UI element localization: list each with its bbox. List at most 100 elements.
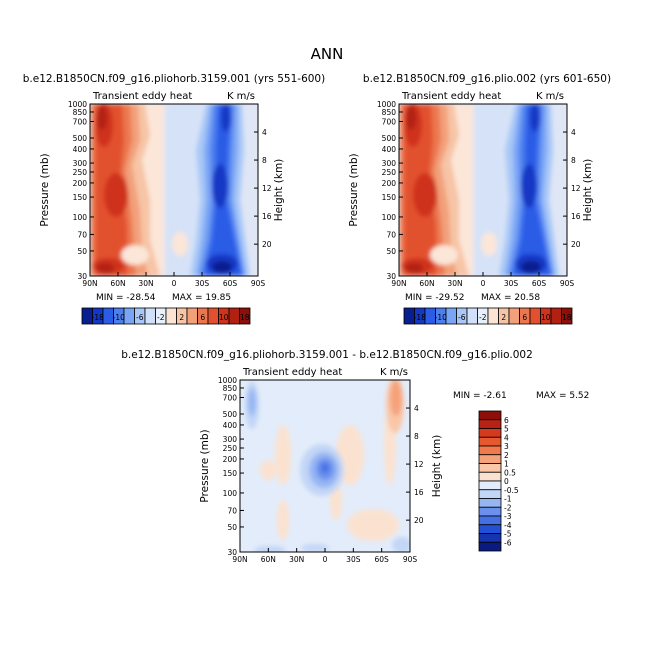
panel-3-y2-label: Height (km) — [431, 435, 443, 498]
pressure-tick-label: 200 — [382, 179, 397, 188]
lat-tick-label: 30N — [289, 555, 304, 564]
lat-tick-label: 90S — [560, 279, 575, 288]
pressure-tick-label: 850 — [223, 384, 238, 393]
colorbar-box — [239, 307, 251, 325]
colorbar-box — [144, 307, 156, 325]
lat-tick-label: 30S — [346, 555, 361, 564]
height-tick-label: 8 — [571, 156, 576, 165]
pressure-tick-label: 30 — [386, 272, 396, 281]
pressure-tick-label: 150 — [382, 193, 397, 202]
colorbar-box — [478, 445, 502, 456]
colorbar-label: -6 — [504, 538, 512, 547]
colorbar-label: -1 — [504, 495, 512, 504]
lat-tick-label: 0 — [172, 279, 177, 288]
panel-2-height-axis: 20 16 12 8 4 — [563, 128, 581, 249]
panel-1: b.e12.B1850CN.f09_g16.pliohorb.3159.001 … — [23, 73, 325, 325]
colorbar-label: -18 — [414, 313, 426, 322]
colorbar-box — [550, 307, 562, 325]
pressure-tick-label: 400 — [223, 421, 238, 430]
colorbar-box — [478, 454, 502, 464]
height-tick-label: 12 — [414, 460, 424, 469]
pressure-tick-label: 400 — [382, 145, 397, 154]
panel-1-min-label: MIN = -28.54 — [96, 293, 156, 303]
pressure-tick-label: 150 — [73, 193, 88, 202]
panel-2-colorbar: -18 -10 -6 -2 2 6 10 18 — [403, 307, 573, 325]
colorbar-label: 10 — [541, 313, 551, 322]
colorbar-label: 5 — [504, 425, 509, 434]
pressure-tick-label: 300 — [382, 159, 397, 168]
colorbar-box — [207, 307, 219, 325]
colorbar-box — [478, 471, 502, 482]
pressure-tick-label: 100 — [382, 213, 397, 222]
colorbar-label: 6 — [522, 313, 527, 322]
colorbar-label: -18 — [92, 313, 104, 322]
height-tick-label: 8 — [262, 156, 267, 165]
panel-3-title: b.e12.B1850CN.f09_g16.pliohorb.3159.001 … — [121, 349, 533, 361]
lat-tick-label: 0 — [323, 555, 328, 564]
colorbar-label: 6 — [504, 416, 509, 425]
pressure-tick-label: 200 — [73, 179, 88, 188]
pressure-tick-label: 250 — [382, 168, 397, 177]
panel-3-right-label: K m/s — [380, 367, 408, 378]
panel-2-title: b.e12.B1850CN.f09_g16.plio.002 (yrs 601-… — [363, 73, 611, 85]
pressure-tick-label: 200 — [223, 455, 238, 464]
colorbar-box — [478, 533, 502, 543]
lat-tick-label: 90N — [82, 279, 97, 288]
pressure-tick-label: 30 — [77, 272, 87, 281]
height-tick-label: 16 — [571, 212, 581, 221]
pressure-tick-label: 30 — [227, 548, 237, 557]
lat-tick-label: 60N — [419, 279, 434, 288]
colorbar-label: -2 — [479, 313, 487, 322]
panel-2-max-label: MAX = 20.58 — [481, 293, 540, 303]
pressure-tick-label: 500 — [223, 410, 238, 419]
panel-2-y-label: Pressure (mb) — [348, 153, 360, 226]
panel-2: b.e12.B1850CN.f09_g16.plio.002 (yrs 601-… — [348, 73, 611, 325]
pressure-tick-label: 700 — [382, 117, 397, 126]
colorbar-label: -2 — [504, 503, 512, 512]
panel-2-min-label: MIN = -29.52 — [405, 293, 464, 303]
lat-tick-label: 90S — [403, 555, 418, 564]
colorbar-box — [186, 307, 198, 325]
colorbar-box — [529, 307, 541, 325]
colorbar-box — [478, 506, 502, 517]
height-tick-label: 12 — [262, 184, 272, 193]
lat-tick-label: 0 — [481, 279, 486, 288]
panel-2-right-label: K m/s — [536, 91, 564, 102]
panel-3-contour-field — [240, 380, 410, 552]
colorbar-label: 1 — [504, 460, 509, 469]
lat-tick-label: 30S — [195, 279, 210, 288]
height-tick-label: 4 — [262, 128, 267, 137]
colorbar-box — [478, 480, 502, 491]
height-tick-label: 20 — [414, 516, 424, 525]
panel-1-y-label: Pressure (mb) — [39, 153, 51, 226]
pressure-tick-label: 50 — [77, 247, 87, 256]
pressure-tick-label: 250 — [73, 168, 88, 177]
page-title: ANN — [311, 45, 344, 63]
colorbar-box — [478, 489, 502, 499]
colorbar-box — [478, 524, 502, 534]
panel-1-lat-axis: 90N 60N 30N 0 30S 60S 90S — [82, 272, 265, 288]
colorbar-box — [165, 307, 177, 325]
colorbar-label: 2 — [179, 313, 184, 322]
panel-1-right-label: K m/s — [227, 91, 255, 102]
panel-3-height-axis: 20 16 12 8 4 — [406, 404, 424, 525]
colorbar-label: -10 — [113, 313, 125, 322]
height-tick-label: 8 — [414, 432, 419, 441]
colorbar-box — [228, 307, 240, 325]
colorbar-label: 6 — [200, 313, 205, 322]
colorbar-box — [466, 307, 478, 325]
pressure-tick-label: 50 — [386, 247, 396, 256]
lat-tick-label: 90S — [251, 279, 266, 288]
colorbar-box — [478, 410, 502, 421]
lat-tick-label: 90N — [232, 555, 247, 564]
pressure-tick-label: 100 — [73, 213, 88, 222]
pressure-tick-label: 850 — [382, 108, 397, 117]
lat-tick-label: 30N — [138, 279, 153, 288]
colorbar-label: -3 — [504, 512, 512, 521]
colorbar-box — [445, 307, 457, 325]
panel-3: b.e12.B1850CN.f09_g16.pliohorb.3159.001 … — [121, 349, 589, 564]
pressure-tick-label: 70 — [227, 506, 237, 515]
